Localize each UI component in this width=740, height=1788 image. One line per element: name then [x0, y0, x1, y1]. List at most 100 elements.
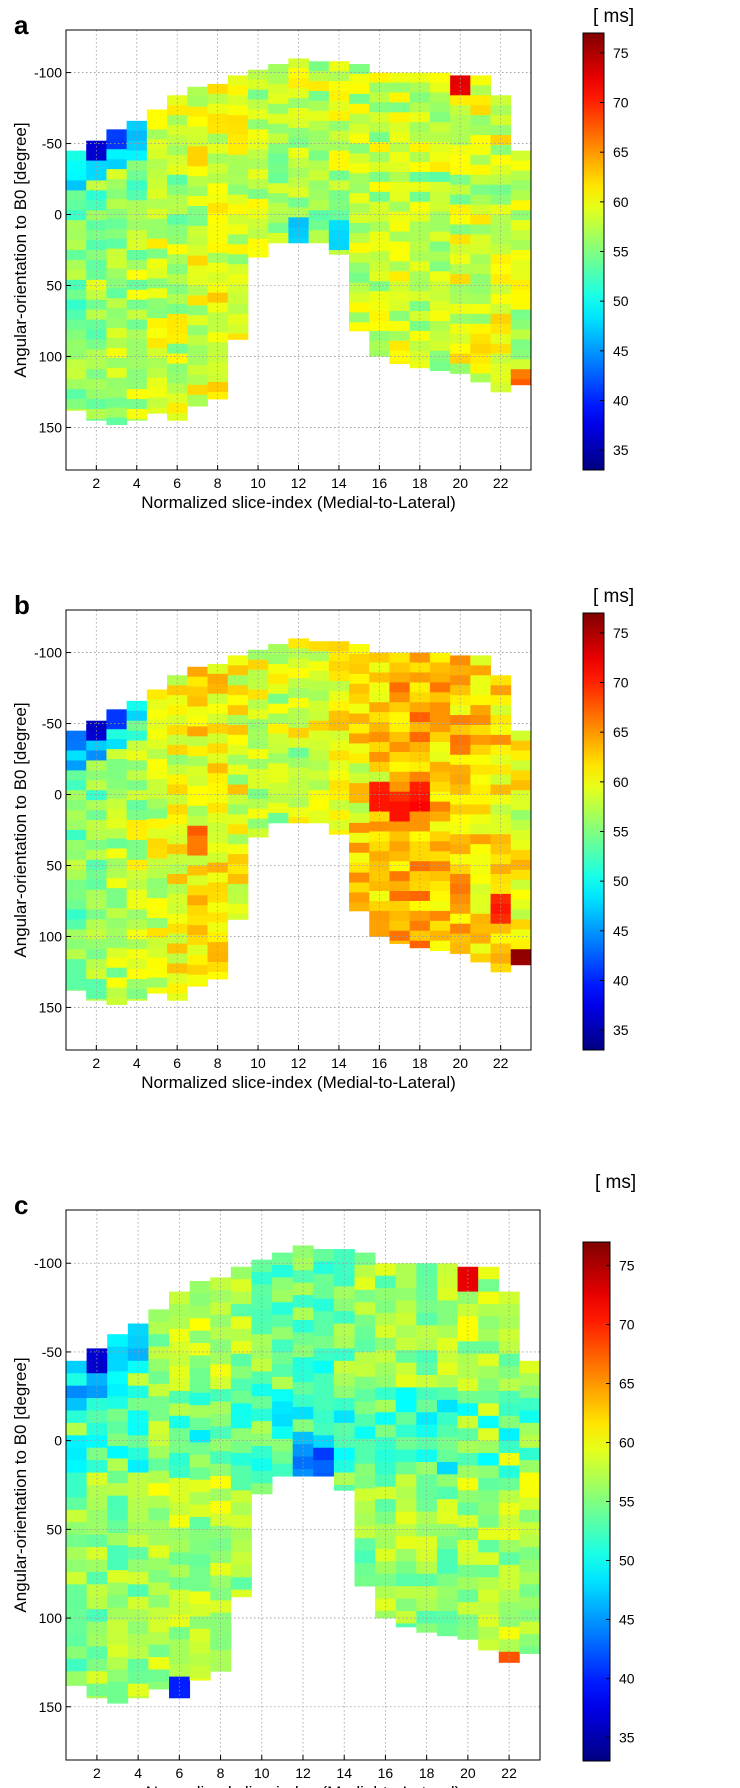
heatmap-cell: [510, 959, 532, 966]
heatmap-cell: [189, 1504, 211, 1518]
heatmap-cell: [86, 1497, 108, 1511]
heatmap-cell: [328, 830, 350, 835]
heatmap-cell: [395, 1300, 417, 1314]
heatmap-cell: [187, 944, 208, 956]
heatmap-cell: [169, 1589, 191, 1603]
heatmap-cell: [126, 259, 148, 271]
heatmap-cell: [510, 319, 532, 330]
heatmap-cell: [187, 726, 208, 737]
heatmap-cell: [349, 242, 370, 254]
heatmap-cell: [148, 1383, 170, 1397]
heatmap-cell: [66, 408, 87, 411]
heatmap-cell: [308, 661, 330, 672]
heatmap-cell: [450, 214, 471, 225]
heatmap-cell: [470, 343, 491, 355]
heatmap-cell: [227, 214, 249, 225]
heatmap-cell: [66, 1410, 88, 1424]
heatmap-cell: [107, 1508, 129, 1521]
heatmap-cell: [354, 1513, 376, 1527]
heatmap-cell: [328, 140, 350, 152]
heatmap-cell: [510, 200, 532, 211]
heatmap-cell: [146, 977, 168, 988]
heatmap-cell: [354, 1265, 376, 1278]
heatmap-cell: [349, 683, 370, 695]
heatmap-cell: [86, 959, 107, 970]
heatmap-cell: [354, 1563, 376, 1576]
heatmap-cell: [375, 1362, 397, 1376]
heatmap-cell: [106, 377, 128, 389]
heatmap-cell: [429, 92, 451, 103]
heatmap-cell: [127, 1671, 149, 1685]
heatmap-cell: [498, 1577, 520, 1591]
heatmap-cell: [272, 1314, 294, 1328]
heatmap-cell: [333, 1286, 355, 1300]
heatmap-cell: [369, 231, 390, 242]
heatmap-cell: [148, 1359, 170, 1372]
heatmap-cell: [333, 1485, 355, 1491]
heatmap-cell: [490, 363, 512, 374]
heatmap-cell: [86, 220, 107, 231]
heatmap-cell: [86, 339, 107, 350]
heatmap-cell: [470, 204, 491, 215]
heatmap-cell: [146, 908, 168, 919]
heatmap-cell: [146, 967, 168, 979]
heatmap-cell: [409, 672, 431, 683]
heatmap-cell: [457, 1279, 479, 1293]
heatmap-cell: [268, 733, 289, 744]
heatmap-cell: [510, 899, 532, 910]
heatmap-cell: [490, 943, 512, 954]
colorbar-tick-label: 35: [613, 1022, 629, 1038]
x-tick-label: 6: [173, 1055, 181, 1071]
heatmap-cell: [409, 152, 431, 163]
heatmap-cell: [470, 953, 491, 963]
heatmap-cell: [86, 1522, 108, 1536]
heatmap-cell: [146, 328, 168, 339]
heatmap-cell: [457, 1366, 479, 1379]
heatmap-cell: [126, 899, 148, 910]
heatmap-cell: [268, 193, 289, 204]
heatmap-cell: [66, 949, 87, 960]
heatmap-cell: [106, 417, 128, 425]
heatmap-cell: [189, 1628, 211, 1642]
heatmap-cell: [148, 1421, 170, 1434]
heatmap-cell: [313, 1422, 335, 1436]
y-tick-label: 50: [46, 857, 62, 873]
heatmap-cell: [510, 289, 532, 301]
heatmap-cell: [66, 959, 87, 970]
heatmap-cell: [389, 861, 411, 872]
heatmap-cell: [106, 947, 128, 959]
heatmap-cell: [126, 190, 148, 201]
heatmap-cell: [308, 140, 330, 152]
heatmap-cell: [429, 72, 451, 83]
heatmap-cell: [66, 869, 87, 881]
heatmap-cell: [86, 279, 107, 291]
heatmap-cell: [187, 805, 208, 817]
heatmap-cell: [354, 1314, 376, 1328]
heatmap-cell: [349, 693, 370, 705]
heatmap-cell: [490, 804, 512, 815]
heatmap-cell: [66, 339, 87, 350]
heatmap-cell: [127, 1422, 149, 1436]
heatmap-cell: [519, 1509, 541, 1523]
heatmap-cell: [227, 333, 249, 340]
heatmap-cell: [450, 734, 471, 746]
heatmap-cell: [66, 1472, 88, 1486]
heatmap-cell: [519, 1497, 541, 1511]
heatmap-cell: [189, 1293, 211, 1307]
heatmap-cell: [272, 1438, 294, 1452]
heatmap-cell: [395, 1312, 417, 1326]
heatmap-cell: [470, 373, 491, 383]
heatmap-cell: [251, 1346, 273, 1360]
heatmap-cell: [230, 1502, 252, 1516]
heatmap-cell: [107, 1421, 129, 1434]
heatmap-cell: [436, 1263, 458, 1277]
heatmap-cell: [470, 883, 491, 895]
heatmap-cell: [167, 824, 188, 835]
heatmap-cell: [126, 770, 148, 781]
heatmap-cell: [227, 705, 249, 716]
chart-panel-c: c246810121416182022-100-50050100150Norma…: [0, 1160, 740, 1788]
heatmap-cell: [66, 1596, 88, 1610]
heatmap-cell: [436, 1610, 458, 1624]
heatmap-cell: [207, 743, 229, 754]
heatmap-cell: [498, 1490, 520, 1504]
